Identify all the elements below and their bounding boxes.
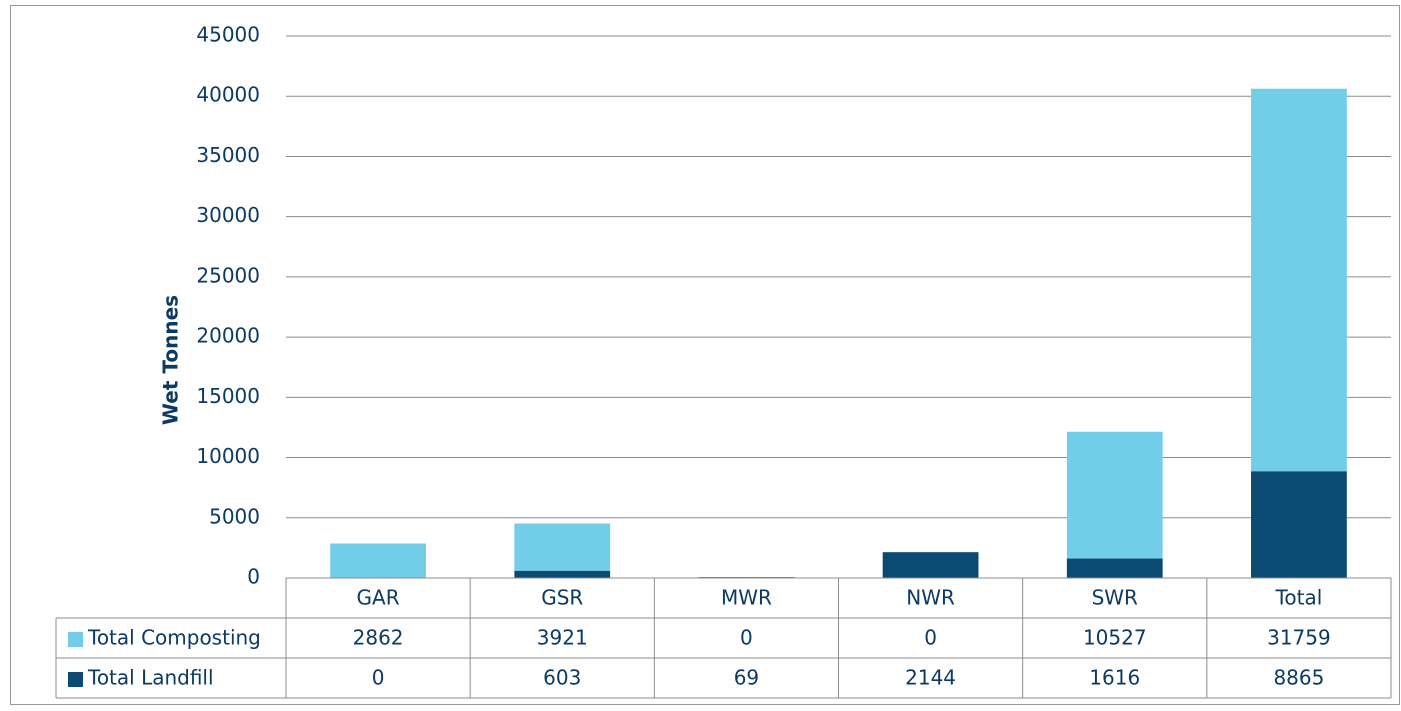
table-value: 69: [734, 666, 759, 690]
table-value: 31759: [1267, 626, 1331, 650]
x-tick-label: MWR: [721, 586, 772, 610]
y-tick-label: 0: [247, 565, 260, 589]
table-value: 0: [740, 626, 753, 650]
bar: [1251, 471, 1347, 578]
table-value: 2144: [905, 666, 956, 690]
legend-key: [68, 632, 83, 647]
legend-key: [68, 672, 83, 687]
chart-border: [10, 5, 1400, 705]
table-value: 0: [372, 666, 385, 690]
x-tick-label: GSR: [541, 586, 583, 610]
table-value: 10527: [1083, 626, 1147, 650]
table-value: 3921: [537, 626, 588, 650]
bar: [1251, 88, 1347, 472]
bar: [882, 552, 979, 578]
legend-label: Total Landfill: [87, 666, 214, 690]
table-value: 0: [924, 626, 937, 650]
bar: [330, 543, 426, 578]
bar: [1066, 558, 1163, 578]
y-tick-label: 5000: [209, 504, 260, 528]
table-value: 1616: [1089, 666, 1140, 690]
x-tick-label: NWR: [906, 586, 955, 610]
table-value: 603: [543, 666, 581, 690]
bar: [1066, 431, 1163, 559]
legend-label: Total Composting: [87, 626, 261, 650]
y-tick-label: 40000: [196, 83, 260, 107]
table-value: 2862: [353, 626, 404, 650]
y-tick-label: 15000: [196, 384, 260, 408]
y-tick-label: 45000: [196, 23, 260, 47]
y-axis-title: Wet Tonnes: [159, 295, 183, 425]
y-tick-label: 35000: [196, 143, 260, 167]
table-value: 8865: [1273, 666, 1324, 690]
y-tick-label: 25000: [196, 263, 260, 287]
y-tick-label: 30000: [196, 203, 260, 227]
x-tick-label: Total: [1275, 586, 1323, 610]
x-tick-label: SWR: [1092, 586, 1138, 610]
bar: [514, 570, 611, 578]
y-tick-label: 20000: [196, 324, 260, 348]
bar: [514, 523, 611, 571]
y-tick-label: 10000: [196, 444, 260, 468]
x-tick-label: GAR: [357, 586, 400, 610]
